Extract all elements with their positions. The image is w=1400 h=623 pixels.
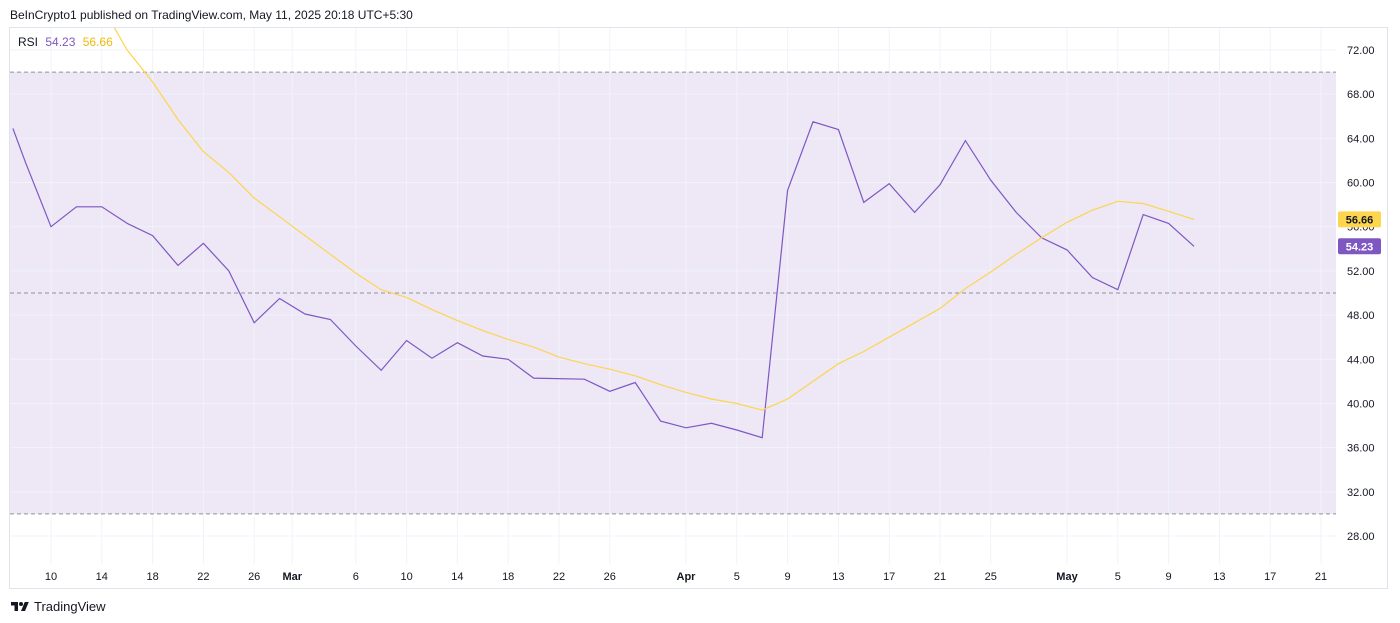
y-tick-label: 72.00 xyxy=(1347,45,1375,57)
y-tick-label: 36.00 xyxy=(1347,443,1375,455)
x-tick-label: 9 xyxy=(785,571,791,583)
y-tick-label: 64.00 xyxy=(1347,133,1375,145)
rsi-value-tag xyxy=(1338,238,1381,255)
x-tick-label: 10 xyxy=(45,571,57,583)
chart-frame xyxy=(9,27,1388,589)
x-tick-label: 6 xyxy=(353,571,359,583)
x-tick-label: 10 xyxy=(400,571,412,583)
indicator-legend[interactable]: RSI 54.23 56.66 xyxy=(18,35,117,49)
tradingview-brand[interactable]: TradingView xyxy=(10,599,106,614)
x-tick-label: 13 xyxy=(832,571,844,583)
y-tick-label: 40.00 xyxy=(1347,398,1375,410)
ma-value-tag-label: 56.66 xyxy=(1346,214,1374,226)
y-tick-label: 44.00 xyxy=(1347,354,1375,366)
y-tick-label: 60.00 xyxy=(1347,178,1375,190)
x-tick-label: 17 xyxy=(1264,571,1276,583)
x-tick-label: 21 xyxy=(934,571,946,583)
legend-rsi-value: 54.23 xyxy=(45,35,76,49)
x-tick-label: 13 xyxy=(1213,571,1225,583)
x-tick-label: 26 xyxy=(604,571,616,583)
rsi-line xyxy=(12,121,1195,439)
x-tick-label: 9 xyxy=(1166,571,1172,583)
x-tick-label: 26 xyxy=(248,571,260,583)
tradingview-logo-icon xyxy=(11,601,29,611)
legend-ma-value: 56.66 xyxy=(82,35,113,49)
x-tick-label: May xyxy=(1056,571,1078,583)
x-tick-label: 5 xyxy=(1115,571,1121,583)
x-tick-label: 5 xyxy=(734,571,740,583)
y-tick-label: 52.00 xyxy=(1347,266,1375,278)
x-tick-label: 21 xyxy=(1315,571,1327,583)
ma-value-tag xyxy=(1338,211,1381,228)
x-tick-label: 14 xyxy=(96,571,108,583)
legend-name: RSI xyxy=(18,35,39,49)
x-tick-label: 18 xyxy=(146,571,158,583)
x-tick-label: 22 xyxy=(553,571,565,583)
y-tick-label: 48.00 xyxy=(1347,310,1375,322)
x-tick-label: Mar xyxy=(283,571,303,583)
x-tick-label: 14 xyxy=(451,571,463,583)
x-tick-label: 22 xyxy=(197,571,209,583)
y-tick-label: 68.00 xyxy=(1347,89,1375,101)
x-tick-label: 25 xyxy=(985,571,997,583)
brand-name: TradingView xyxy=(34,599,106,614)
x-tick-label: 18 xyxy=(502,571,514,583)
y-tick-label: 28.00 xyxy=(1347,531,1375,543)
publisher-caption: BeInCrypto1 published on TradingView.com… xyxy=(10,8,413,22)
x-tick-label: Apr xyxy=(677,571,697,583)
rsi-ma-line xyxy=(113,28,1195,411)
x-tick-label: 17 xyxy=(883,571,895,583)
y-tick-label: 32.00 xyxy=(1347,487,1375,499)
rsi-value-tag-label: 54.23 xyxy=(1346,241,1374,253)
